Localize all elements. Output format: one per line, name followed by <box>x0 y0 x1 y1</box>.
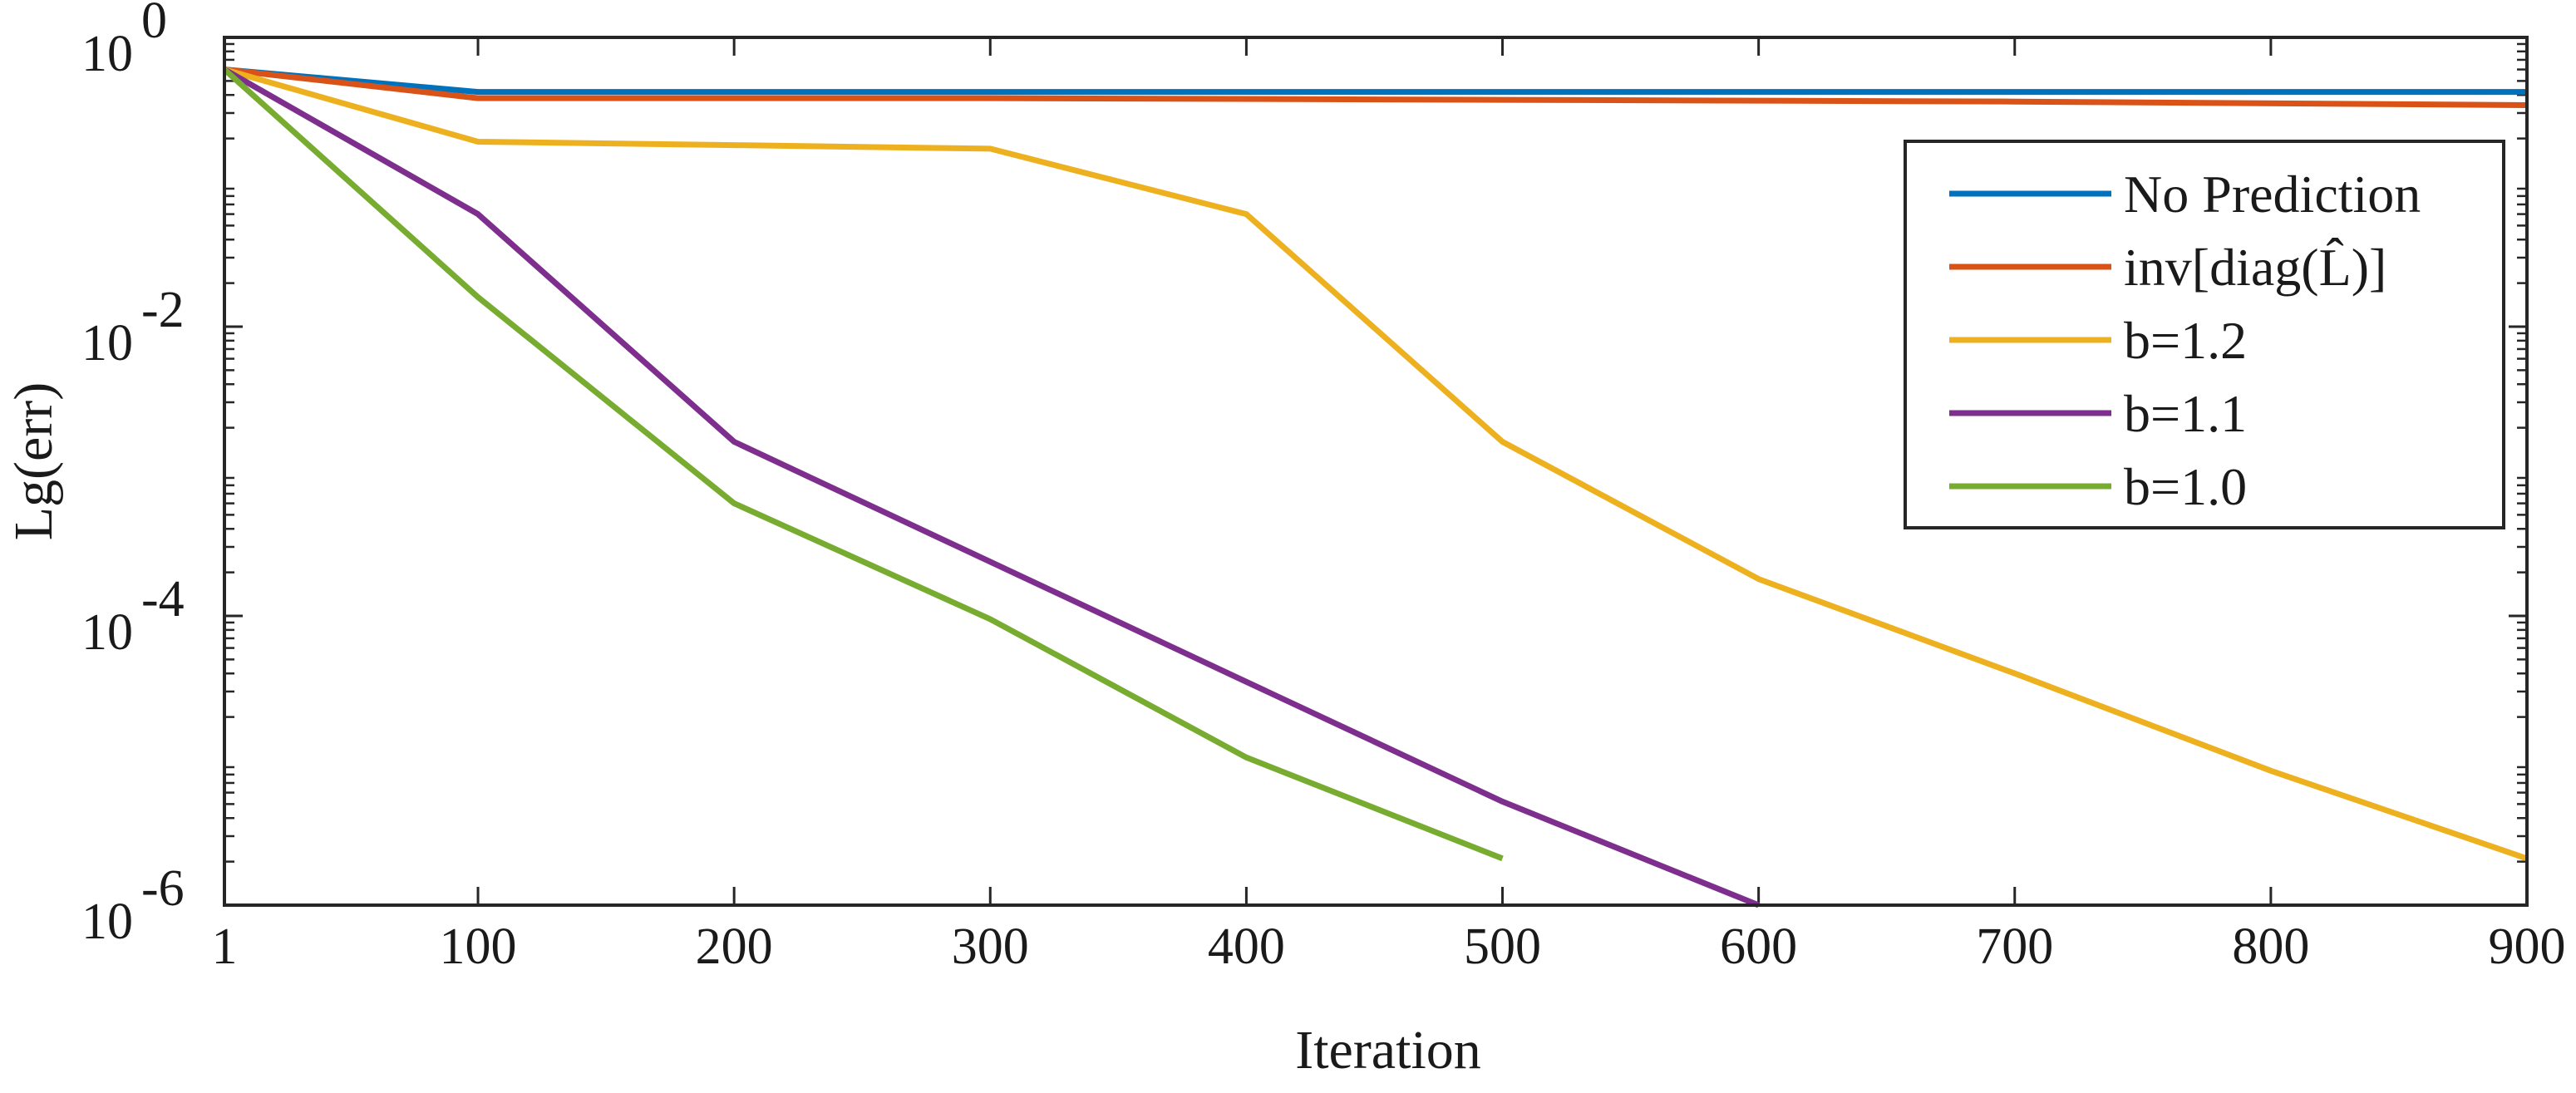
series-line-4 <box>223 66 1760 908</box>
x-tick-label: 700 <box>1976 918 2053 975</box>
y-tick-label: 10-2 <box>81 282 185 372</box>
legend-label: inv[diag(L̂)] <box>2124 237 2386 297</box>
legend-label: b=1.2 <box>2124 311 2247 370</box>
legend-item: No Prediction <box>1949 165 2421 224</box>
series-layer <box>222 66 2529 908</box>
x-tick-labels: 1 100 200 300 400 500 600 700 800 900 <box>212 918 2566 975</box>
legend-label: b=1.1 <box>2124 384 2247 443</box>
legend-label: b=1.0 <box>2124 457 2247 516</box>
y-tick-label: 10-4 <box>81 571 185 661</box>
legend-item: b=1.1 <box>1949 384 2247 443</box>
series-line-2 <box>224 66 2528 108</box>
x-tick-label: 600 <box>1720 918 1797 975</box>
legend-item: inv[diag(L̂)] <box>1949 237 2386 297</box>
y-tick-label-base: 10 <box>81 26 133 82</box>
series-line-3 <box>224 66 2529 862</box>
x-tick-label: 1 <box>212 918 238 975</box>
x-tick-label: 100 <box>440 918 517 975</box>
y-tick-label: 100 <box>81 0 167 82</box>
x-tick-label: 500 <box>1464 918 1541 975</box>
y-tick-label-exponent: 0 <box>141 0 167 49</box>
legend-box <box>1904 140 2505 529</box>
legend-label: No Prediction <box>2124 165 2421 224</box>
x-axis-title: Iteration <box>1295 1020 1481 1081</box>
x-tick-label: 200 <box>696 918 773 975</box>
plot-frame <box>223 36 2529 907</box>
y-tick-label-exponent: -6 <box>141 860 185 917</box>
y-tick-label: 10-6 <box>81 860 185 950</box>
y-axis-title: Lg(err) <box>3 382 64 541</box>
legend-item: b=1.0 <box>1949 457 2247 516</box>
legend: No Prediction inv[diag(L̂)] b=1.2 b=1.1 b=1.… <box>1904 140 2505 529</box>
y-tick-label-base: 10 <box>81 604 133 661</box>
y-tick-label-exponent: -2 <box>141 282 185 338</box>
x-tick-label: 800 <box>2232 918 2309 975</box>
x-tick-label: 300 <box>952 918 1029 975</box>
y-tick-label-base: 10 <box>81 315 133 372</box>
x-tick-label: 400 <box>1208 918 1285 975</box>
y-tick-label-exponent: -4 <box>141 571 185 628</box>
y-tick-label-base: 10 <box>81 894 133 950</box>
legend-item: b=1.2 <box>1949 311 2247 370</box>
series-line-5 <box>222 66 1504 862</box>
x-tick-label: 900 <box>2489 918 2566 975</box>
